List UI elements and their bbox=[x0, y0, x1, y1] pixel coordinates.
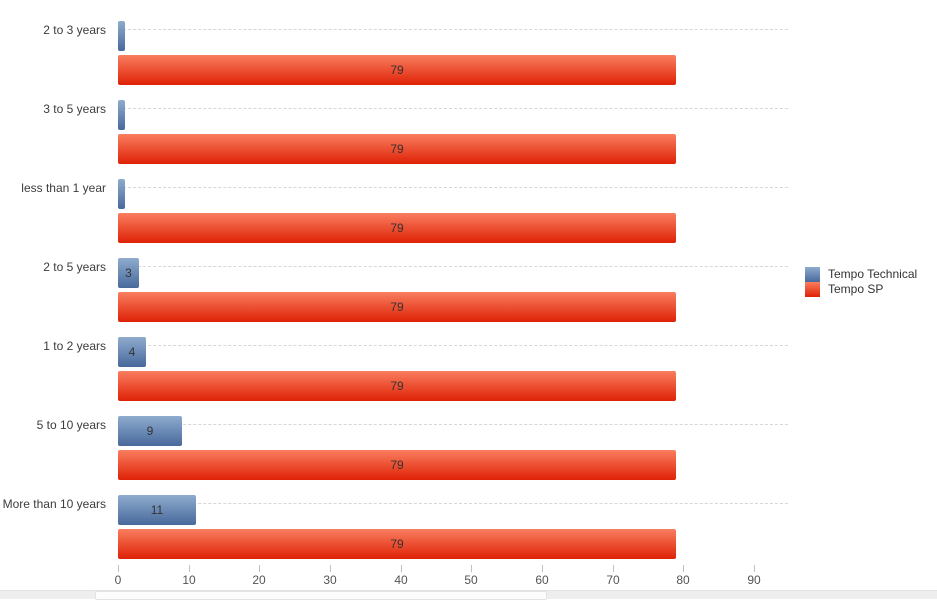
category-label: More than 10 years bbox=[2, 497, 106, 511]
category-label: less than 1 year bbox=[21, 181, 106, 195]
x-axis-tick-label: 90 bbox=[747, 573, 761, 587]
bar-value-label: 79 bbox=[390, 379, 404, 393]
bar-tempo-technical[interactable]: 4 bbox=[118, 337, 146, 367]
bar-tempo-technical[interactable]: 9 bbox=[118, 416, 182, 446]
x-axis-tick-label: 40 bbox=[394, 573, 408, 587]
bar-tempo-technical[interactable] bbox=[118, 100, 125, 130]
category-label: 5 to 10 years bbox=[36, 418, 106, 432]
legend-swatch-tempo-sp bbox=[805, 282, 820, 297]
bar-tempo-technical[interactable]: 3 bbox=[118, 258, 139, 288]
x-axis-tick-label: 10 bbox=[182, 573, 196, 587]
bar-value-label: 79 bbox=[390, 63, 404, 77]
bar-tempo-sp[interactable]: 79 bbox=[118, 529, 676, 559]
x-axis-tick-label: 0 bbox=[114, 573, 122, 587]
bar-tempo-sp[interactable]: 79 bbox=[118, 450, 676, 480]
bar-tempo-technical[interactable] bbox=[118, 21, 125, 51]
bar-tempo-sp[interactable]: 79 bbox=[118, 213, 676, 243]
x-axis-tick-label: 30 bbox=[323, 573, 337, 587]
bar-value-label: 3 bbox=[125, 266, 132, 280]
category-label: 2 to 3 years bbox=[43, 23, 106, 37]
x-axis-tick-label: 70 bbox=[606, 573, 620, 587]
bar-tempo-sp[interactable]: 79 bbox=[118, 292, 676, 322]
bar-value-label: 79 bbox=[390, 458, 404, 472]
gridline bbox=[118, 345, 788, 346]
category-label: 1 to 2 years bbox=[43, 339, 106, 353]
bar-tempo-technical[interactable] bbox=[118, 179, 125, 209]
bar-value-label: 4 bbox=[128, 345, 136, 359]
bar-tempo-sp[interactable]: 79 bbox=[118, 134, 676, 164]
x-axis-tick-label: 60 bbox=[535, 573, 549, 587]
bar-tempo-sp[interactable]: 79 bbox=[118, 371, 676, 401]
x-axis-tick bbox=[471, 565, 472, 572]
gridline bbox=[118, 503, 788, 504]
x-axis-tick bbox=[189, 565, 190, 572]
x-axis-tick bbox=[401, 565, 402, 572]
gridline bbox=[118, 187, 788, 188]
legend: Tempo Technical Tempo SP bbox=[805, 267, 917, 297]
bar-value-label: 79 bbox=[390, 300, 404, 314]
x-axis-tick bbox=[754, 565, 755, 572]
x-axis-tick bbox=[613, 565, 614, 572]
x-axis-tick-label: 20 bbox=[252, 573, 266, 587]
gridline bbox=[118, 108, 788, 109]
bar-value-label: 79 bbox=[390, 221, 404, 235]
horizontal-scrollbar-track[interactable] bbox=[0, 590, 937, 600]
x-axis-tick-label: 50 bbox=[464, 573, 478, 587]
gridline bbox=[118, 424, 788, 425]
legend-item-tempo-technical: Tempo Technical bbox=[805, 267, 917, 282]
bar-value-label: 9 bbox=[146, 424, 154, 438]
bar-tempo-sp[interactable]: 79 bbox=[118, 55, 676, 85]
legend-item-tempo-sp: Tempo SP bbox=[805, 282, 917, 297]
bar-value-label: 11 bbox=[150, 503, 164, 517]
x-axis-tick bbox=[118, 565, 119, 572]
x-axis-tick-label: 80 bbox=[676, 573, 690, 587]
gridline bbox=[118, 29, 788, 30]
bar-value-label: 79 bbox=[390, 142, 404, 156]
legend-label-tempo-sp: Tempo SP bbox=[828, 282, 884, 296]
category-label: 2 to 5 years bbox=[43, 260, 106, 274]
legend-swatch-tempo-technical bbox=[805, 267, 820, 282]
gridline bbox=[118, 266, 788, 267]
x-axis-tick bbox=[259, 565, 260, 572]
category-label: 3 to 5 years bbox=[43, 102, 106, 116]
bar-tempo-technical[interactable]: 11 bbox=[118, 495, 196, 525]
x-axis-tick bbox=[330, 565, 331, 572]
x-axis-tick bbox=[683, 565, 684, 572]
x-axis-tick bbox=[542, 565, 543, 572]
bar-value-label: 79 bbox=[390, 537, 404, 551]
legend-label-tempo-technical: Tempo Technical bbox=[828, 267, 918, 281]
